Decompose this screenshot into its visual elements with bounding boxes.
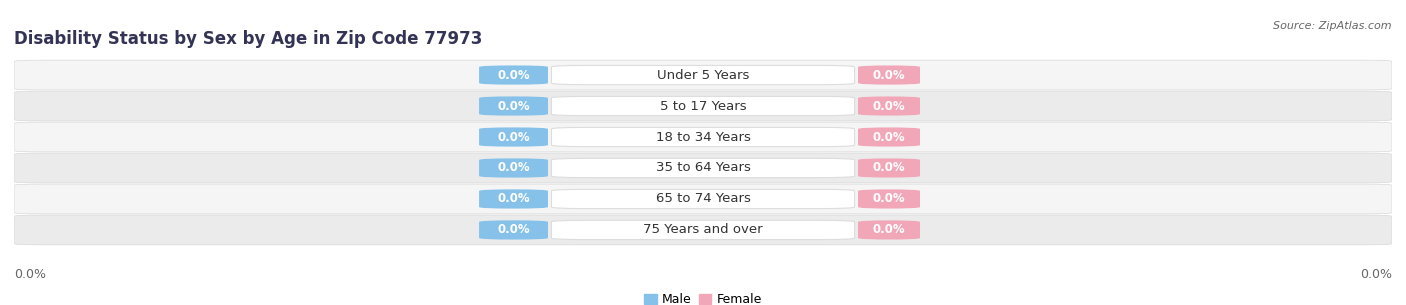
Text: Under 5 Years: Under 5 Years (657, 69, 749, 81)
Text: 0.0%: 0.0% (498, 99, 530, 113)
Text: 0.0%: 0.0% (873, 224, 905, 236)
FancyBboxPatch shape (479, 220, 548, 239)
FancyBboxPatch shape (858, 158, 920, 178)
Text: 0.0%: 0.0% (498, 69, 530, 81)
FancyBboxPatch shape (858, 96, 920, 116)
FancyBboxPatch shape (551, 127, 855, 147)
Text: 0.0%: 0.0% (873, 131, 905, 144)
FancyBboxPatch shape (858, 220, 920, 239)
Text: 0.0%: 0.0% (873, 192, 905, 206)
FancyBboxPatch shape (479, 96, 548, 116)
FancyBboxPatch shape (858, 189, 920, 209)
Text: 0.0%: 0.0% (873, 69, 905, 81)
Text: 0.0%: 0.0% (1360, 267, 1392, 281)
FancyBboxPatch shape (479, 158, 548, 178)
Text: 35 to 64 Years: 35 to 64 Years (655, 161, 751, 174)
FancyBboxPatch shape (14, 60, 1392, 90)
FancyBboxPatch shape (479, 127, 548, 147)
Text: Disability Status by Sex by Age in Zip Code 77973: Disability Status by Sex by Age in Zip C… (14, 30, 482, 48)
FancyBboxPatch shape (858, 127, 920, 147)
FancyBboxPatch shape (14, 184, 1392, 214)
FancyBboxPatch shape (551, 158, 855, 178)
Text: 5 to 17 Years: 5 to 17 Years (659, 99, 747, 113)
Text: 75 Years and over: 75 Years and over (643, 224, 763, 236)
FancyBboxPatch shape (858, 66, 920, 85)
Text: 0.0%: 0.0% (498, 192, 530, 206)
Text: 0.0%: 0.0% (873, 99, 905, 113)
Text: 65 to 74 Years: 65 to 74 Years (655, 192, 751, 206)
Text: 18 to 34 Years: 18 to 34 Years (655, 131, 751, 144)
FancyBboxPatch shape (479, 66, 548, 85)
Text: 0.0%: 0.0% (498, 224, 530, 236)
FancyBboxPatch shape (551, 220, 855, 239)
Text: 0.0%: 0.0% (498, 161, 530, 174)
Legend: Male, Female: Male, Female (644, 293, 762, 305)
FancyBboxPatch shape (551, 96, 855, 116)
FancyBboxPatch shape (551, 189, 855, 209)
Text: Source: ZipAtlas.com: Source: ZipAtlas.com (1274, 21, 1392, 31)
FancyBboxPatch shape (14, 215, 1392, 245)
FancyBboxPatch shape (479, 189, 548, 209)
Text: 0.0%: 0.0% (498, 131, 530, 144)
FancyBboxPatch shape (14, 91, 1392, 121)
FancyBboxPatch shape (551, 66, 855, 85)
Text: 0.0%: 0.0% (873, 161, 905, 174)
FancyBboxPatch shape (14, 122, 1392, 152)
Text: 0.0%: 0.0% (14, 267, 46, 281)
FancyBboxPatch shape (14, 153, 1392, 183)
